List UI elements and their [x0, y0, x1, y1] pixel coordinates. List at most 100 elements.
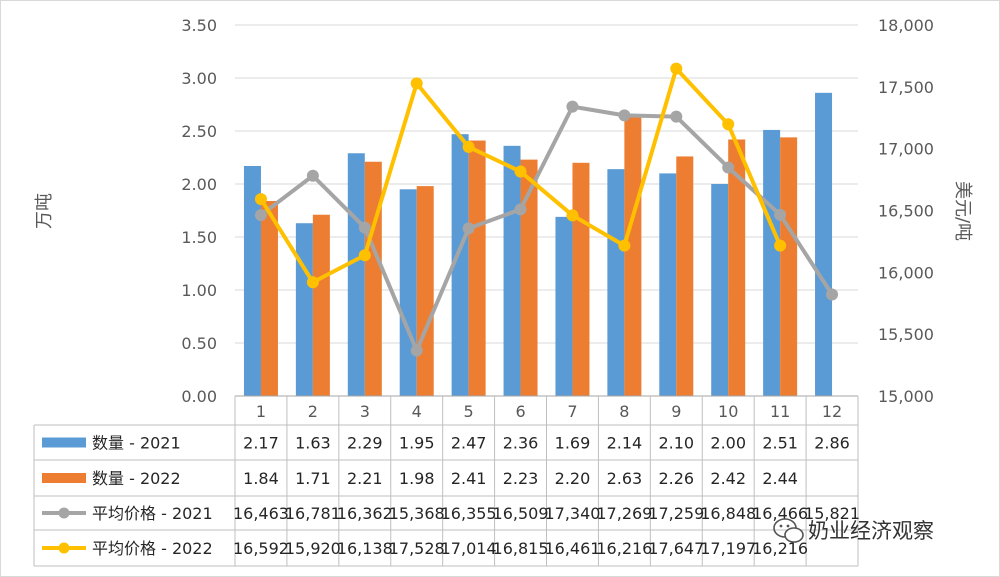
data-cell: 16,463	[233, 504, 289, 523]
category-label: 8	[619, 402, 629, 421]
bar-2021	[711, 184, 729, 396]
data-cell: 2.26	[658, 469, 694, 488]
data-cell: 16,362	[337, 504, 393, 523]
data-cell: 2.10	[658, 434, 694, 453]
price-line-2021	[259, 104, 834, 353]
data-cell: 16,466	[752, 504, 808, 523]
data-cell: 2.42	[710, 469, 746, 488]
data-cell: 15,821	[804, 504, 860, 523]
data-cell: 2.14	[607, 434, 643, 453]
category-label: 5	[464, 402, 474, 421]
price-point-2021	[306, 169, 319, 182]
data-cell: 1.69	[555, 434, 591, 453]
data-cell: 2.51	[762, 434, 798, 453]
data-cell: 16,509	[493, 504, 549, 523]
legend-label: 平均价格 - 2021	[92, 504, 213, 523]
legend-marker	[58, 542, 70, 554]
bar-2021	[555, 216, 573, 396]
left-tick-label: 3.50	[181, 16, 217, 35]
category-label: 7	[567, 402, 577, 421]
bar-2022	[676, 156, 694, 396]
data-cell: 2.29	[347, 434, 383, 453]
data-cell: 17,014	[441, 539, 497, 558]
data-cell: 1.95	[399, 434, 435, 453]
price-point-2022	[722, 118, 735, 131]
bar-2021	[763, 129, 781, 396]
category-label: 3	[360, 402, 370, 421]
bar-2021	[295, 223, 313, 396]
price-point-2021	[826, 288, 839, 301]
price-point-2021	[774, 208, 787, 221]
left-tick-label: 1.00	[181, 281, 217, 300]
data-cell: 17,269	[596, 504, 652, 523]
right-tick-label: 15,500	[878, 325, 934, 344]
category-label: 2	[308, 402, 318, 421]
data-cell: 16,461	[544, 539, 600, 558]
price-point-2021	[514, 203, 527, 216]
price-point-2021	[722, 161, 735, 174]
data-cell: 2.44	[762, 469, 798, 488]
price-point-2022	[306, 276, 319, 289]
bar-2021	[347, 153, 365, 396]
bar-2022	[260, 200, 278, 396]
legend-marker	[58, 507, 70, 519]
bar-2022	[312, 214, 330, 396]
category-label: 12	[822, 402, 842, 421]
bar-2022	[364, 161, 382, 396]
data-cell: 16,138	[337, 539, 393, 558]
data-cell: 2.17	[243, 434, 279, 453]
category-label: 4	[412, 402, 422, 421]
data-cell: 2.36	[503, 434, 539, 453]
bar-2022	[624, 117, 642, 396]
data-cell: 17,647	[648, 539, 704, 558]
watermark: 奶业经济观察	[773, 518, 934, 543]
price-point-2021	[358, 221, 371, 234]
left-axis-ticks: 0.00 0.50 1.00 1.50 2.00 2.50 3.00 3.50	[181, 16, 217, 406]
legend-label: 平均价格 - 2022	[92, 539, 213, 558]
price-point-2022	[462, 140, 475, 153]
bar-2021	[503, 145, 521, 396]
bar-2021	[815, 92, 833, 396]
price-point-2022	[670, 62, 683, 75]
data-cell: 1.71	[295, 469, 331, 488]
data-cell: 1.98	[399, 469, 435, 488]
bar-2021	[659, 173, 677, 396]
left-tick-label: 2.50	[181, 122, 217, 141]
data-cell: 16,781	[285, 504, 341, 523]
legend-swatch	[42, 473, 86, 483]
legend-swatch	[42, 437, 86, 448]
price-point-2021	[410, 344, 423, 357]
right-tick-label: 18,000	[878, 16, 934, 35]
data-cell: 1.63	[295, 434, 331, 453]
price-point-2022	[358, 249, 371, 262]
bar-2022	[416, 186, 434, 396]
data-cell: 17,259	[648, 504, 704, 523]
right-axis-title: 美元/吨	[952, 181, 973, 241]
right-axis-ticks: 15,000 15,500 16,000 16,500 17,000 17,500 18,0…	[878, 16, 934, 406]
bar-2022	[728, 139, 746, 397]
watermark-text: 奶业经济观察	[808, 519, 934, 543]
price-point-2021	[670, 110, 683, 123]
category-label: 1	[256, 402, 266, 421]
data-cell: 2.00	[710, 434, 746, 453]
bar-2021	[399, 189, 417, 396]
price-point-2021	[462, 222, 475, 235]
price-point-2022	[566, 209, 579, 222]
right-tick-label: 16,500	[878, 202, 934, 221]
data-cell: 2.86	[814, 434, 850, 453]
data-cell: 16,216	[752, 539, 808, 558]
price-point-2021	[566, 100, 579, 113]
left-tick-label: 2.00	[181, 175, 217, 194]
price-point-2022	[774, 239, 787, 252]
left-tick-label: 3.00	[181, 69, 217, 88]
data-cell: 2.41	[451, 469, 487, 488]
bar-2022	[572, 162, 590, 396]
data-cell: 15,368	[389, 504, 445, 523]
bar-2021	[607, 169, 625, 396]
data-cell: 2.20	[555, 469, 591, 488]
data-cell: 16,592	[233, 539, 289, 558]
price-point-2021	[254, 209, 267, 222]
